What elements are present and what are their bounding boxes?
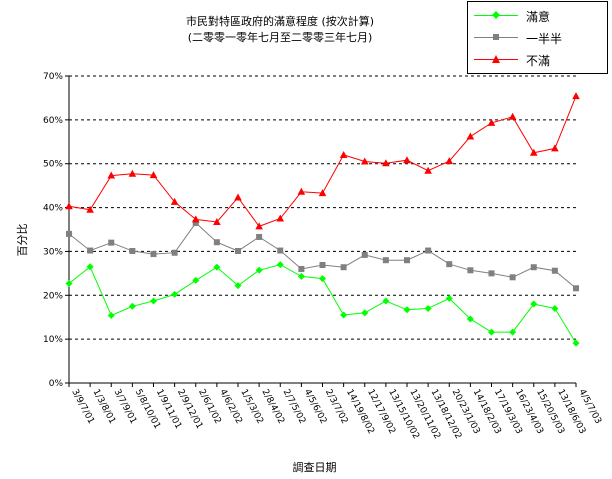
data-point xyxy=(318,189,327,197)
data-point xyxy=(403,306,411,314)
y-tick-label: 60% xyxy=(43,116,63,126)
data-point xyxy=(572,92,580,100)
data-point xyxy=(86,263,94,271)
data-point xyxy=(382,159,390,167)
triangle-marker-icon xyxy=(492,55,500,63)
data-point xyxy=(297,187,306,195)
data-point xyxy=(150,297,157,305)
data-point xyxy=(551,304,559,312)
data-point xyxy=(530,264,537,271)
data-point xyxy=(108,239,115,246)
data-point xyxy=(446,261,453,268)
data-point xyxy=(171,290,179,298)
series-line xyxy=(68,96,577,228)
data-point xyxy=(65,279,73,287)
data-point xyxy=(192,276,200,284)
data-point xyxy=(256,233,263,240)
data-point xyxy=(424,304,432,312)
chart-title-line-2: (二零零一零年七月至二零零三年七月) xyxy=(187,31,373,44)
data-point xyxy=(340,264,347,271)
data-point xyxy=(466,132,475,140)
data-point xyxy=(276,261,284,269)
y-tick-label: 30% xyxy=(43,247,63,257)
data-point xyxy=(467,267,474,274)
data-point xyxy=(170,197,179,205)
data-point xyxy=(445,157,454,165)
data-point xyxy=(66,230,72,237)
data-point xyxy=(361,251,368,258)
data-point xyxy=(234,282,242,290)
data-point xyxy=(149,171,158,179)
y-tick-label: 40% xyxy=(43,204,63,214)
data-point xyxy=(213,218,221,226)
data-point xyxy=(425,247,432,254)
y-tick-label: 20% xyxy=(43,291,63,301)
legend-label-half: 一半半 xyxy=(526,32,563,46)
y-tick-label: 50% xyxy=(43,160,63,170)
data-point xyxy=(277,247,284,254)
data-point xyxy=(508,112,517,120)
y-tick-label: 10% xyxy=(43,335,63,345)
diamond-marker-icon xyxy=(492,11,500,19)
data-point xyxy=(213,263,221,271)
data-point xyxy=(107,171,116,179)
x-axis-title: 調查日期 xyxy=(293,460,337,474)
data-point xyxy=(255,222,263,230)
data-point xyxy=(297,272,305,280)
data-point xyxy=(573,285,579,292)
data-point xyxy=(319,275,326,283)
data-point xyxy=(150,251,157,258)
data-point xyxy=(339,150,348,158)
legend-label-dissatisfied: 不滿 xyxy=(526,54,551,68)
data-point xyxy=(255,266,263,274)
data-point xyxy=(235,247,241,254)
data-point xyxy=(360,157,369,165)
data-point xyxy=(509,328,517,336)
data-point xyxy=(529,148,538,156)
chart-title-line-1: 市民對特區政府的滿意程度 (按次計算) xyxy=(185,15,375,28)
data-point xyxy=(403,156,411,164)
data-point xyxy=(382,297,390,305)
data-point xyxy=(86,205,94,213)
data-point xyxy=(340,311,348,319)
data-point xyxy=(276,214,285,222)
data-point xyxy=(298,265,305,272)
data-point xyxy=(551,144,559,152)
square-marker-icon xyxy=(493,34,499,40)
data-point xyxy=(487,118,496,126)
data-point xyxy=(213,239,220,246)
y-tick-label: 70% xyxy=(43,72,63,82)
legend-item-dissatisfied: 不滿 xyxy=(468,51,607,69)
data-point xyxy=(488,270,495,277)
chart-legend: 滿意 一半半 不滿 xyxy=(467,1,608,74)
data-point xyxy=(107,311,115,319)
legend-item-half: 一半半 xyxy=(468,29,607,47)
data-point xyxy=(424,166,432,174)
data-point xyxy=(572,339,580,347)
y-axis-title: 百分比 xyxy=(16,224,29,257)
data-point xyxy=(234,193,242,201)
data-point xyxy=(128,302,136,310)
legend-label-satisfied: 滿意 xyxy=(526,10,551,24)
y-tick-label: 0% xyxy=(49,379,64,389)
data-point xyxy=(382,257,389,264)
data-point xyxy=(128,169,137,177)
data-point xyxy=(319,262,326,269)
data-point xyxy=(466,315,474,323)
data-point xyxy=(530,300,538,308)
legend-item-satisfied: 滿意 xyxy=(468,7,607,25)
data-point xyxy=(488,328,495,336)
data-point xyxy=(191,215,200,223)
data-point xyxy=(171,249,178,256)
data-point xyxy=(445,294,453,302)
data-point xyxy=(361,309,369,317)
data-point xyxy=(129,247,136,254)
data-point xyxy=(551,267,558,274)
data-point xyxy=(404,257,410,264)
data-point xyxy=(87,247,94,254)
data-point xyxy=(192,219,199,226)
data-point xyxy=(65,202,73,210)
data-point xyxy=(509,274,516,281)
